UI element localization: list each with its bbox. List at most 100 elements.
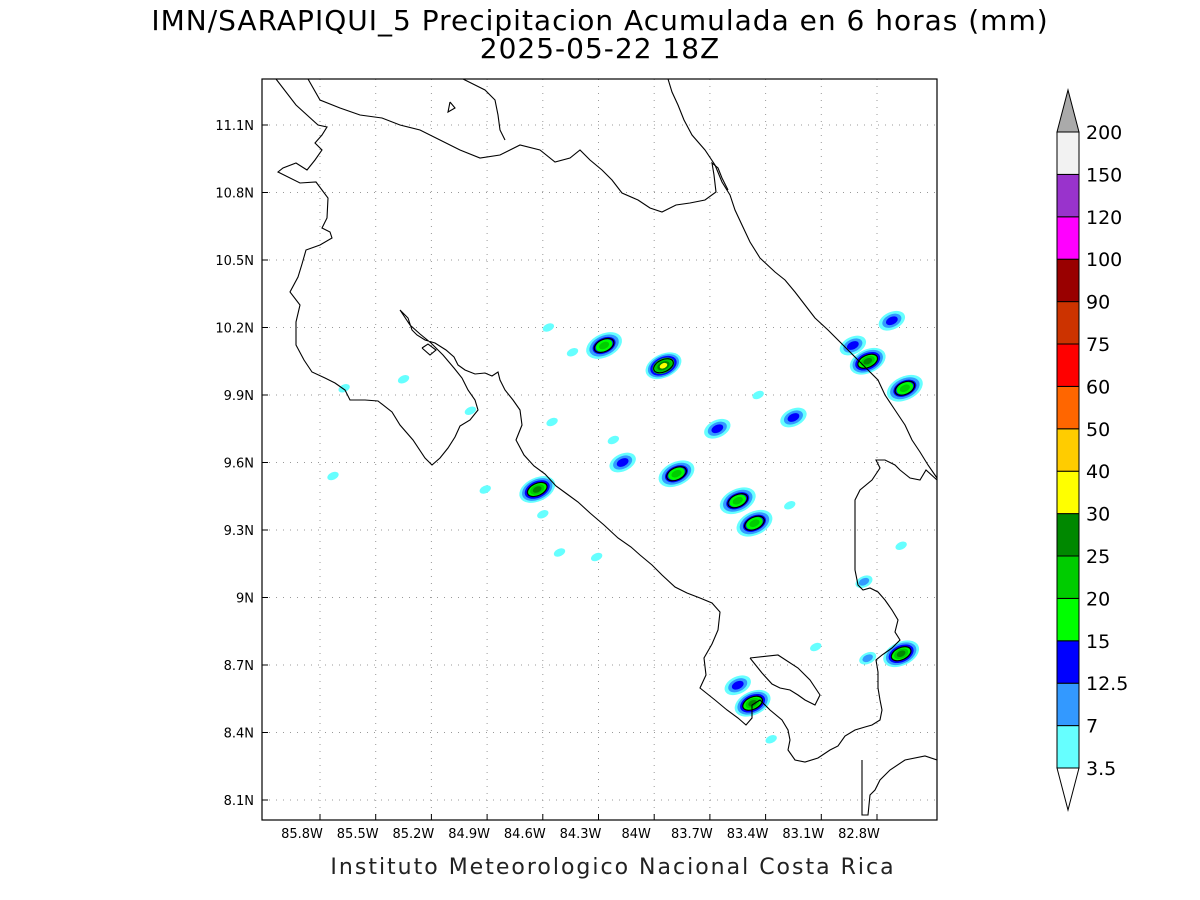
lon-tick-label: 85.8W bbox=[281, 827, 323, 842]
precip-contour-line bbox=[593, 337, 615, 354]
precip-cell bbox=[704, 418, 731, 439]
precip-contour-line bbox=[890, 646, 912, 662]
lon-tick-label: 84.6W bbox=[504, 827, 546, 842]
colorbar-swatch bbox=[1056, 258, 1080, 303]
precip-cell bbox=[553, 548, 566, 557]
colorbar-swatch bbox=[1056, 725, 1080, 769]
colorbar-label: 40 bbox=[1086, 461, 1110, 483]
precip-cell bbox=[566, 348, 579, 357]
lat-tick-label: 9.6N bbox=[224, 457, 254, 472]
lon-tick-label: 85.2W bbox=[392, 827, 434, 842]
colorbar-label: 30 bbox=[1086, 504, 1110, 526]
precip-contour bbox=[659, 362, 668, 369]
precip-cell bbox=[855, 575, 873, 589]
coastline bbox=[275, 79, 937, 816]
lat-tick-label: 10.5N bbox=[215, 254, 254, 269]
precip-cell bbox=[736, 509, 773, 537]
colorbar-label: 12.5 bbox=[1086, 673, 1128, 695]
colorbar-over-arrow bbox=[1056, 88, 1080, 133]
precip-contour bbox=[338, 384, 350, 393]
precip-cell bbox=[780, 407, 807, 428]
precip-cell bbox=[327, 471, 339, 481]
precip-contour bbox=[479, 485, 491, 494]
colorbar-label: 75 bbox=[1086, 334, 1110, 356]
colorbar-swatch bbox=[1056, 385, 1080, 430]
precip-cell bbox=[546, 417, 558, 427]
precip-contour bbox=[590, 552, 603, 562]
precip-cell bbox=[590, 552, 603, 562]
colorbar-label: 200 bbox=[1086, 122, 1122, 144]
colorbar-under-arrow bbox=[1056, 767, 1080, 812]
precip-contour-line bbox=[727, 493, 749, 509]
precip-contour bbox=[748, 700, 757, 707]
precip-contour bbox=[532, 486, 542, 493]
precip-contour bbox=[810, 642, 822, 652]
colorbar-swatch bbox=[1056, 428, 1080, 472]
colorbar: 3.5 7 12.5 15 20 25 30 40 50 60 75 90 100 120 150 200 bbox=[1056, 88, 1128, 812]
precip-contour bbox=[327, 471, 339, 481]
colorbar-label: 15 bbox=[1086, 631, 1110, 653]
lat-tick-label: 9.3N bbox=[224, 524, 254, 539]
precip-cell bbox=[464, 406, 477, 415]
precip-contour bbox=[671, 469, 682, 478]
precip-cell bbox=[765, 735, 777, 744]
colorbar-label: 150 bbox=[1086, 164, 1122, 186]
colorbar-label: 3.5 bbox=[1086, 758, 1116, 780]
lon-tick-label: 82.8W bbox=[838, 827, 880, 842]
colorbar-label: 50 bbox=[1086, 419, 1110, 441]
precip-contour bbox=[765, 735, 777, 744]
precip-cell bbox=[883, 640, 920, 668]
colorbar-swatch bbox=[1056, 173, 1080, 218]
colorbar-label: 100 bbox=[1086, 249, 1122, 271]
colorbar-swatch bbox=[1056, 682, 1080, 727]
precip-cell bbox=[752, 390, 764, 400]
precip-contour bbox=[566, 348, 579, 357]
precip-cell bbox=[607, 435, 620, 445]
precip-contour bbox=[537, 510, 549, 519]
precip-cell bbox=[658, 460, 695, 488]
colorbar-swatch bbox=[1056, 343, 1080, 387]
precip-contour bbox=[553, 548, 566, 557]
lat-tick-label: 10.8N bbox=[215, 187, 254, 202]
precip-contour bbox=[546, 417, 558, 427]
precip-cell bbox=[586, 332, 622, 359]
precip-cell bbox=[719, 487, 756, 515]
precip-cell bbox=[645, 352, 682, 380]
colorbar-label: 60 bbox=[1086, 376, 1110, 398]
latitude-axis: 11.1N 10.8N 10.5N 10.2N 9.9N 9.6N 9.3N 9N 8.7N 8.… bbox=[215, 119, 268, 809]
precip-contour-line bbox=[742, 695, 764, 711]
colorbar-swatch bbox=[1056, 513, 1080, 557]
lat-tick-label: 9N bbox=[236, 592, 254, 607]
precip-contour bbox=[711, 424, 724, 434]
precip-contour bbox=[731, 680, 744, 690]
precip-contour bbox=[885, 316, 898, 326]
lat-tick-label: 10.2N bbox=[215, 322, 254, 337]
lat-tick-label: 8.7N bbox=[224, 659, 254, 674]
lat-tick-label: 8.1N bbox=[224, 794, 254, 809]
colorbar-label: 7 bbox=[1086, 716, 1098, 738]
precip-cell bbox=[810, 642, 822, 652]
precip-contour bbox=[787, 413, 800, 422]
precip-cell bbox=[878, 310, 906, 331]
precip-contour bbox=[846, 341, 859, 350]
precip-contour bbox=[896, 650, 906, 657]
precip-contour bbox=[862, 654, 873, 663]
colorbar-label: 90 bbox=[1086, 292, 1110, 314]
colorbar-swatch bbox=[1056, 301, 1080, 345]
lon-tick-label: 84.9W bbox=[448, 827, 490, 842]
lon-tick-label: 85.5W bbox=[337, 827, 379, 842]
lon-tick-label: 84W bbox=[621, 827, 651, 842]
lat-tick-label: 11.1N bbox=[215, 119, 254, 134]
credit-footer: Instituto Meteorologico Nacional Costa R… bbox=[330, 855, 896, 880]
precip-contour bbox=[598, 341, 610, 350]
map-valid-time: 2025-05-22 18Z bbox=[479, 32, 721, 65]
colorbar-swatch bbox=[1056, 131, 1080, 175]
precip-contour-line bbox=[744, 515, 765, 531]
precip-contour bbox=[863, 358, 873, 365]
precip-contour bbox=[858, 577, 870, 586]
lat-tick-label: 8.4N bbox=[224, 727, 254, 742]
precip-cell bbox=[839, 335, 867, 356]
precip-contour bbox=[616, 458, 629, 467]
precip-cell bbox=[886, 374, 923, 402]
lon-tick-label: 84.3W bbox=[560, 827, 602, 842]
